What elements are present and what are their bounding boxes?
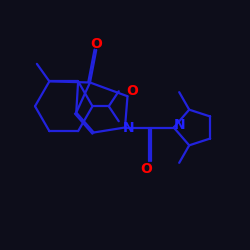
Text: O: O [90, 37, 102, 51]
Text: O: O [126, 84, 138, 98]
Text: N: N [174, 118, 186, 132]
Text: N: N [123, 120, 134, 134]
Text: O: O [140, 162, 152, 176]
